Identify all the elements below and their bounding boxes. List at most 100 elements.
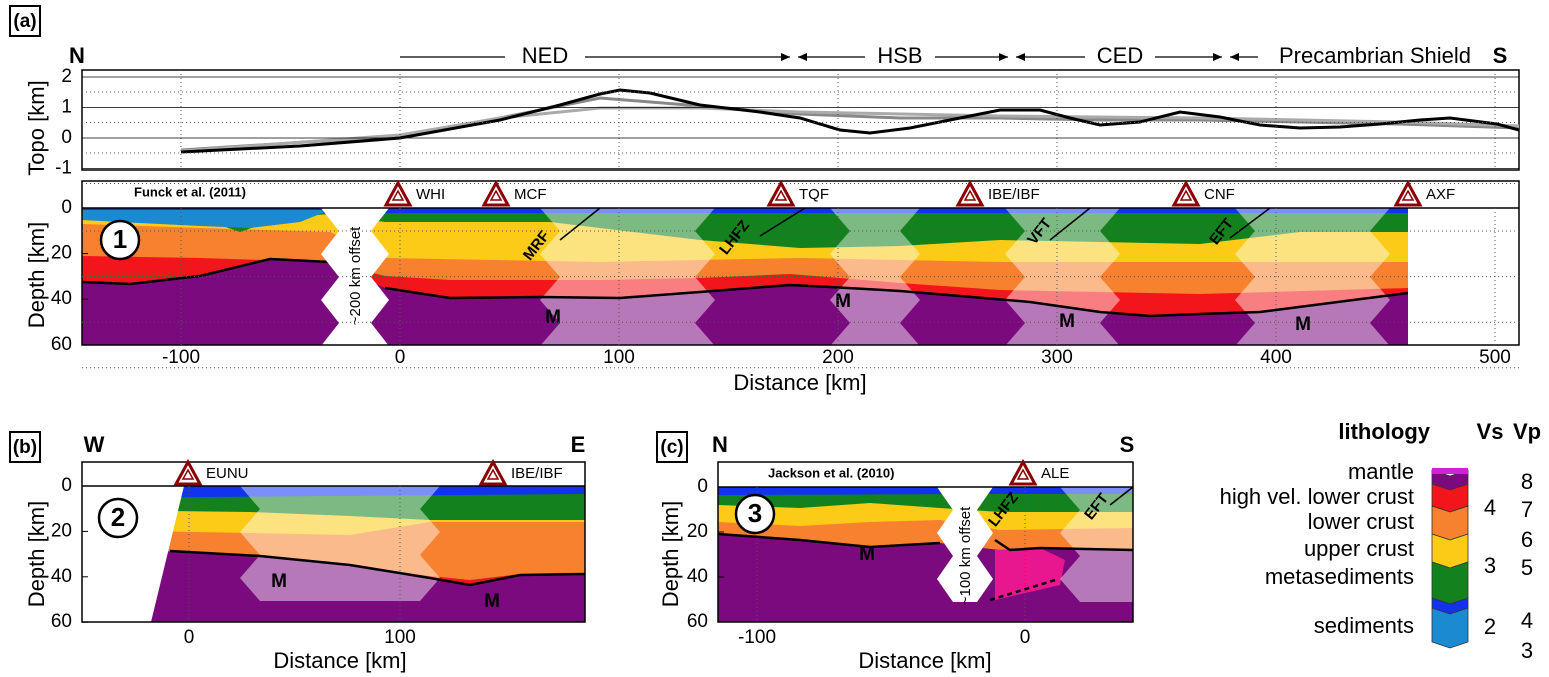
- fault-line: [1229, 208, 1271, 239]
- y-tick-label: 2: [61, 66, 72, 87]
- label-box: [656, 431, 688, 463]
- direction: W: [84, 432, 105, 457]
- faded-zone: [1060, 487, 1133, 602]
- offset-note: ~100 km offset: [957, 506, 974, 605]
- moho-label: M: [1059, 311, 1075, 332]
- direction: N: [712, 432, 728, 457]
- x-tick-label: 100: [603, 347, 635, 368]
- legend-label: upper crust: [1304, 536, 1414, 561]
- topo-frame: [81, 69, 1520, 171]
- station-marker-inner: [1179, 189, 1193, 201]
- legend-vp: Vp: [1513, 419, 1541, 444]
- moho-label: M: [1295, 314, 1311, 335]
- reference: Jackson et al. (2010): [768, 465, 894, 480]
- station-marker-inner: [391, 189, 405, 201]
- direction: S: [1493, 43, 1508, 68]
- legend-label: mantle: [1348, 459, 1414, 484]
- section-c: [718, 487, 1133, 622]
- sediment-basin: [82, 210, 330, 228]
- fault-line: [759, 208, 806, 237]
- fault-line: [1109, 486, 1134, 506]
- uncertain-moho: [989, 578, 1056, 602]
- y-tick-label: 20: [51, 243, 72, 264]
- legend-title: lithology: [1338, 419, 1430, 444]
- fault-line: [1049, 208, 1091, 241]
- layer: [82, 486, 585, 498]
- station-label: IBE/IBF: [511, 465, 563, 482]
- legend-swatch: [1431, 561, 1469, 605]
- frame-b: [81, 461, 586, 623]
- station-label: WHI: [416, 186, 445, 203]
- direction: E: [571, 432, 586, 457]
- axis-label: Distance [km]: [733, 370, 866, 395]
- legend-label: sediments: [1314, 613, 1414, 638]
- y-tick-label: 1: [61, 97, 72, 118]
- legend-label: high vel. lower crust: [1220, 484, 1414, 509]
- frame-c: [717, 461, 1134, 623]
- panel-label: (c): [660, 437, 683, 458]
- geology-layers: [82, 208, 1408, 622]
- profile-number: 1: [113, 224, 127, 254]
- x-tick-label: -100: [162, 347, 200, 368]
- moho-line: [82, 257, 331, 286]
- label-box: [9, 431, 41, 463]
- vp-tick: 4: [1521, 608, 1533, 633]
- moho-label: M: [835, 291, 851, 312]
- profile-number: 2: [111, 502, 125, 532]
- station-label: MCF: [514, 186, 547, 203]
- y-tick-label: 0: [61, 127, 72, 148]
- province: HSB: [877, 43, 922, 68]
- axis-label: Distance [km]: [858, 648, 991, 673]
- offset-gap: [937, 487, 993, 602]
- y-tick-label: 60: [51, 334, 72, 355]
- offset-note: ~200 km offset: [347, 226, 364, 325]
- station-marker-inner: [181, 468, 195, 480]
- legend-label: lower crust: [1308, 509, 1414, 534]
- x-tick-label: 0: [395, 347, 406, 368]
- vp-tick: 5: [1521, 555, 1533, 580]
- axis-label: Distance [km]: [273, 648, 406, 673]
- moho-label: M: [271, 571, 287, 592]
- y-tick-label: 40: [51, 566, 72, 587]
- layer: [718, 487, 1133, 495]
- station-label: CNF: [1204, 186, 1235, 203]
- profile-marker: [99, 219, 141, 261]
- direction: N: [69, 43, 85, 68]
- station-marker-inner: [1016, 468, 1030, 480]
- station-marker-inner: [1401, 189, 1415, 201]
- direction: S: [1120, 432, 1135, 457]
- x-tick-label: 0: [1020, 627, 1031, 648]
- moho-line: [169, 549, 585, 587]
- moho-label: M: [484, 591, 500, 612]
- station-label: IBE/IBF: [988, 186, 1040, 203]
- topo-curve: [180, 96, 1520, 152]
- x-tick-label: 400: [1260, 347, 1292, 368]
- legend-label: metasediments: [1265, 564, 1414, 589]
- axis-label: Depth [km]: [658, 501, 683, 607]
- vs-tick: 4: [1484, 495, 1496, 520]
- moho-line: [994, 538, 1133, 552]
- uncertain-zone: [995, 548, 1065, 600]
- profile-number: 3: [748, 498, 762, 528]
- layer: [82, 208, 1408, 213]
- x-tick-label: 0: [184, 627, 195, 648]
- x-tick-label: 100: [384, 627, 416, 648]
- label-box: [9, 5, 41, 37]
- station-marker-inner: [489, 189, 503, 201]
- panel-label: (b): [13, 437, 37, 458]
- station-label: TQF: [799, 186, 829, 203]
- x-tick-label: 500: [1479, 347, 1511, 368]
- y-tick-label: 40: [687, 566, 708, 587]
- province: NED: [522, 43, 568, 68]
- topo-curve: [180, 88, 1520, 154]
- depth-frame: [81, 180, 1520, 346]
- legend-swatch: [1431, 607, 1469, 649]
- fault-line: [559, 208, 601, 241]
- axis-label: Topo [km]: [24, 80, 49, 175]
- faded-zone: [540, 208, 715, 345]
- y-tick-label: 0: [61, 475, 72, 496]
- station-label: AXF: [1426, 186, 1455, 203]
- section-b: [82, 486, 585, 622]
- province: CED: [1097, 43, 1143, 68]
